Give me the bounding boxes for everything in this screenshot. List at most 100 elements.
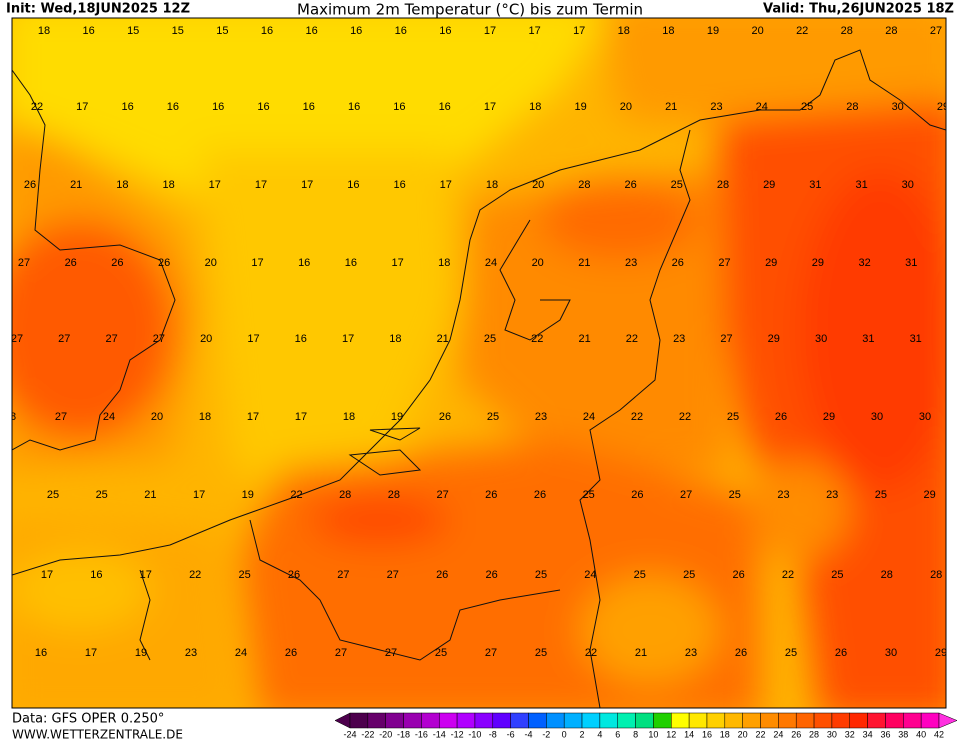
temperature-value: 26 (485, 569, 497, 581)
legend-swatch (546, 712, 565, 729)
legend-label: -24 (343, 729, 356, 739)
legend-label: -10 (468, 729, 481, 739)
temperature-value: 27 (105, 333, 117, 345)
temperature-value: 18 (389, 333, 401, 345)
legend-swatch (349, 712, 369, 729)
temperature-value: 20 (205, 257, 217, 269)
temperature-value: 29 (823, 411, 835, 423)
temperature-value: 18 (529, 101, 541, 113)
map-frame (11, 17, 947, 709)
temperature-value: 26 (111, 257, 123, 269)
temperature-value: 25 (435, 647, 447, 659)
data-source: Data: GFS OPER 0.250° (12, 712, 164, 727)
temperature-value: 31 (862, 333, 874, 345)
temperature-value: 22 (290, 489, 302, 501)
temperature-value: 25 (831, 569, 843, 581)
temperature-value: 26 (158, 257, 170, 269)
legend-label: -4 (524, 729, 532, 739)
legend-label: 10 (648, 729, 658, 739)
legend-swatch (421, 712, 440, 729)
temperature-value: 27 (718, 257, 730, 269)
temperature-value: 27 (335, 647, 347, 659)
temperature-value: 25 (47, 489, 59, 501)
temperature-value: 27 (18, 257, 30, 269)
temperature-value: 22 (626, 333, 638, 345)
legend-swatch (510, 712, 529, 729)
temperature-value: 16 (167, 101, 179, 113)
temperature-value: 18 (199, 411, 211, 423)
temperature-value: 19 (707, 25, 719, 37)
temperature-value: 16 (261, 25, 273, 37)
legend-label: 0 (562, 729, 567, 739)
temperature-value: 26 (775, 411, 787, 423)
legend-label: 20 (738, 729, 748, 739)
temperature-value: 28 (578, 179, 590, 191)
temperature-value: 27 (930, 25, 942, 37)
temperature-value: 16 (439, 25, 451, 37)
temperature-value: 28 (881, 569, 893, 581)
legend-swatch (492, 712, 511, 729)
legend-swatch (903, 712, 922, 729)
legend-swatch (367, 712, 386, 729)
temperature-value: 16 (90, 569, 102, 581)
temperature-value: 21 (578, 333, 590, 345)
temperature-value: 25 (96, 489, 108, 501)
temperature-value: 28 (846, 101, 858, 113)
temperature-value: 26 (631, 489, 643, 501)
map-area: 18 16 15 15 15 16 16 16 16 16 17 17 17 18 18 19 20 22 28 28… (11, 18, 949, 708)
temperature-labels: 18 16 15 15 15 16 16 16 16 16 17 17 17 18 18 19 20 22 28 28… (11, 25, 949, 659)
temperature-value: 19 (574, 101, 586, 113)
temperature-value: 25 (484, 333, 496, 345)
legend-label: 36 (880, 729, 890, 739)
temperature-value: 27 (58, 333, 70, 345)
legend-swatch (403, 712, 422, 729)
legend-label: -12 (451, 729, 464, 739)
temperature-value: 17 (573, 25, 585, 37)
temperature-value: 22 (189, 569, 201, 581)
legend-swatch (474, 712, 494, 729)
legend-swatch (528, 712, 547, 729)
legend-swatch (438, 712, 458, 729)
legend-label: 28 (809, 729, 819, 739)
temperature-value: 28 (717, 179, 729, 191)
temperature-value: 27 (11, 333, 23, 345)
temperature-value: 18 (662, 25, 674, 37)
temperature-value: 23 (710, 101, 722, 113)
temperature-value: 28 (885, 25, 897, 37)
temperature-value: 17 (41, 569, 53, 581)
temperature-value: 21 (70, 179, 82, 191)
temperature-value: 24 (485, 257, 497, 269)
temperature-value: 17 (193, 489, 205, 501)
temperature-value: 16 (303, 101, 315, 113)
temperature-value: 20 (151, 411, 163, 423)
temperature-value: 29 (937, 101, 949, 113)
temperature-value: 26 (439, 411, 451, 423)
temperature-value: 26 (672, 257, 684, 269)
temperature-value: 24 (583, 411, 595, 423)
legend-label: 22 (756, 729, 766, 739)
temperature-value: 30 (902, 179, 914, 191)
temperature-value: 16 (395, 25, 407, 37)
website: WWW.WETTERZENTRALE.DE (12, 728, 183, 741)
temperature-value: 17 (301, 179, 313, 191)
legend-swatch (688, 712, 708, 729)
temperature-value: 17 (85, 647, 97, 659)
temperature-value: 18 (486, 179, 498, 191)
temperature-value: 22 (31, 101, 43, 113)
legend-swatch (778, 712, 797, 729)
temperature-value: 25 (729, 489, 741, 501)
legend-swatch (867, 712, 886, 729)
color-legend: -24 -22 -20 -18 -16 -14 -12 -10 -8 -6 -4 -2 0 2 4 6 8 10 1… (334, 712, 958, 739)
temperature-value: 16 (393, 101, 405, 113)
temperature-value: 25 (535, 569, 547, 581)
temperature-value: 22 (796, 25, 808, 37)
legend-label: -22 (361, 729, 374, 739)
temperature-value: 29 (768, 333, 780, 345)
legend-swatch (849, 712, 868, 729)
legend-label: -18 (397, 729, 410, 739)
temperature-value: 19 (242, 489, 254, 501)
temperature-value: 21 (578, 257, 590, 269)
temperature-value: 25 (785, 647, 797, 659)
temperature-value: 16 (348, 101, 360, 113)
temperature-value: 17 (247, 411, 259, 423)
